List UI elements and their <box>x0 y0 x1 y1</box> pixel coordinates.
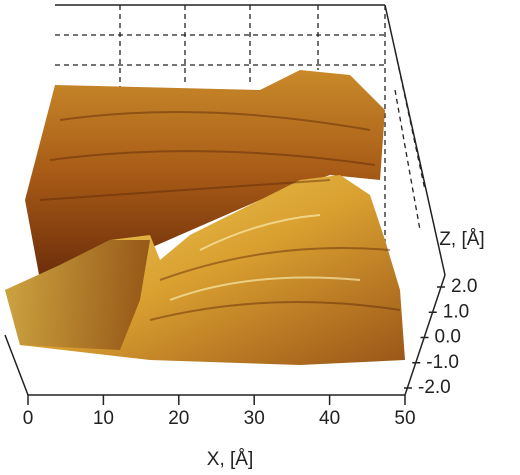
x-tick-label: 30 <box>244 408 265 429</box>
z-tick-label: 2.0 <box>451 276 477 297</box>
z-tick-label: 0.0 <box>435 327 461 348</box>
x-tick-label: 50 <box>394 408 415 429</box>
box-front <box>4 274 446 396</box>
box-back <box>55 4 446 300</box>
z-tick-label: 1.0 <box>443 301 469 322</box>
z-tick-label: -2.0 <box>418 377 451 398</box>
x-tick-label: 20 <box>168 408 189 429</box>
x-tick-label: 10 <box>93 408 114 429</box>
z-axis-label: Z, [Å] <box>439 229 484 250</box>
x-tick-label: 0 <box>23 408 34 429</box>
x-axis-label: X, [Å] <box>207 449 253 470</box>
z-tick-label: -1.0 <box>426 352 459 373</box>
surface <box>5 70 405 365</box>
x-tick-label: 40 <box>319 408 340 429</box>
